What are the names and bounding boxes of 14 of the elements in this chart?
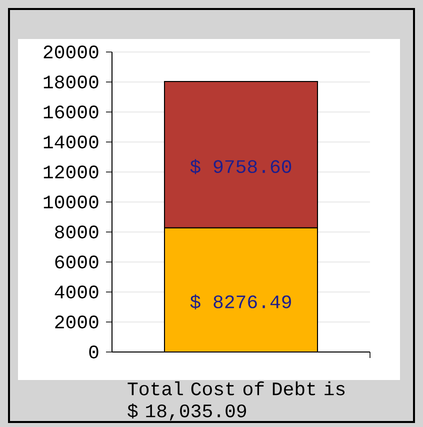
y-tick-label: 2000	[55, 316, 98, 328]
y-tick-label: 8000	[55, 226, 98, 238]
y-tick-label: 6000	[55, 256, 98, 268]
y-tick-label: 16000	[44, 106, 98, 118]
x-axis-title: Total Cost of Debt is $ 18,035.09	[128, 381, 345, 421]
y-tick-label: 10000	[44, 196, 98, 208]
y-tick-label: 14000	[44, 136, 98, 148]
data-label: $ 9758.60	[190, 159, 292, 174]
y-tick-label: 4000	[54, 286, 98, 298]
y-tick-label: 0	[89, 346, 98, 358]
y-tick-label: 12000	[44, 166, 98, 178]
y-tick-label: 18000	[44, 76, 98, 88]
y-tick-label: 20000	[44, 46, 98, 58]
data-label: $ 8276.49	[190, 294, 291, 310]
